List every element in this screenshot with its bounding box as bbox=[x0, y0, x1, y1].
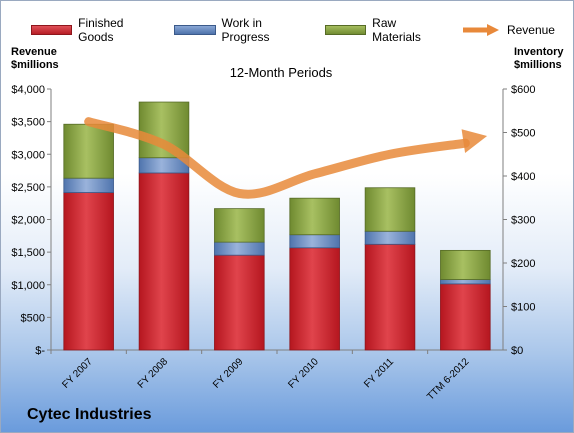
bar-raw-materials bbox=[364, 187, 416, 232]
bar-finished-goods bbox=[289, 247, 340, 351]
company-name: Cytec Industries bbox=[27, 406, 152, 423]
legend-swatch-raw-materials bbox=[325, 25, 367, 35]
legend-item-revenue: Revenue bbox=[461, 23, 555, 37]
left-tick-label: $1,500 bbox=[11, 247, 45, 259]
left-axis-title: Revenue $millions bbox=[11, 46, 59, 71]
legend-swatch-finished-goods bbox=[31, 25, 73, 35]
legend-swatch-work-in-progress bbox=[174, 25, 216, 35]
bar-work-in-progress bbox=[364, 230, 416, 245]
legend-label: Revenue bbox=[506, 23, 555, 37]
bar-work-in-progress bbox=[63, 177, 114, 193]
left-tick-label: $500 bbox=[21, 312, 45, 324]
legend: Finished Goods Work in Progress Raw Mate… bbox=[31, 16, 573, 44]
left-tick-label: $1,000 bbox=[11, 280, 45, 292]
revenue-line bbox=[84, 117, 470, 199]
bar-finished-goods bbox=[364, 243, 416, 351]
right-tick-label: $100 bbox=[511, 302, 535, 314]
right-axis-title: Inventory $millions bbox=[514, 46, 564, 71]
x-tick-label: FY 2007 bbox=[60, 356, 95, 391]
x-tick-label: FY 2009 bbox=[211, 356, 246, 391]
left-tick-label: $2,000 bbox=[11, 215, 45, 227]
legend-arrow-icon bbox=[462, 24, 499, 36]
right-tick-label: $600 bbox=[511, 84, 535, 96]
x-tick-label: FY 2011 bbox=[362, 356, 396, 390]
right-tick-label: $0 bbox=[511, 345, 523, 357]
right-tick-label: $200 bbox=[511, 258, 535, 270]
revenue-arrowhead bbox=[461, 129, 488, 154]
bar-finished-goods bbox=[63, 192, 114, 351]
left-tick-label: $3,000 bbox=[11, 149, 45, 161]
left-tick-label: $- bbox=[35, 345, 45, 357]
left-tick-label: $2,500 bbox=[11, 182, 45, 194]
legend-item-raw-materials: Raw Materials bbox=[325, 16, 443, 44]
bar-raw-materials bbox=[63, 123, 114, 179]
bar-raw-materials bbox=[440, 249, 491, 280]
x-tick-label: TTM 6-2012 bbox=[425, 356, 472, 403]
right-tick-label: $500 bbox=[511, 128, 535, 140]
legend-item-work-in-progress: Work in Progress bbox=[174, 16, 307, 44]
left-tick-label: $3,500 bbox=[11, 117, 45, 129]
bar-work-in-progress bbox=[440, 279, 491, 285]
bar-raw-materials bbox=[214, 208, 265, 243]
legend-label: Finished Goods bbox=[78, 16, 124, 44]
bar-work-in-progress bbox=[289, 234, 340, 249]
legend-label: Work in Progress bbox=[221, 16, 270, 44]
x-tick-label: FY 2008 bbox=[136, 356, 171, 391]
legend-label: Raw Materials bbox=[372, 16, 421, 44]
left-tick-label: $4,000 bbox=[11, 84, 45, 96]
bar-work-in-progress bbox=[214, 241, 265, 256]
right-tick-label: $400 bbox=[511, 171, 535, 183]
bar-finished-goods bbox=[440, 283, 491, 351]
x-tick-label: FY 2010 bbox=[286, 356, 321, 391]
period-title: 12-Month Periods bbox=[229, 65, 333, 80]
bar-finished-goods bbox=[214, 254, 265, 351]
bar-raw-materials bbox=[289, 197, 340, 236]
bar-finished-goods bbox=[138, 172, 190, 351]
right-tick-label: $300 bbox=[511, 215, 535, 227]
legend-item-finished-goods: Finished Goods bbox=[31, 16, 156, 44]
